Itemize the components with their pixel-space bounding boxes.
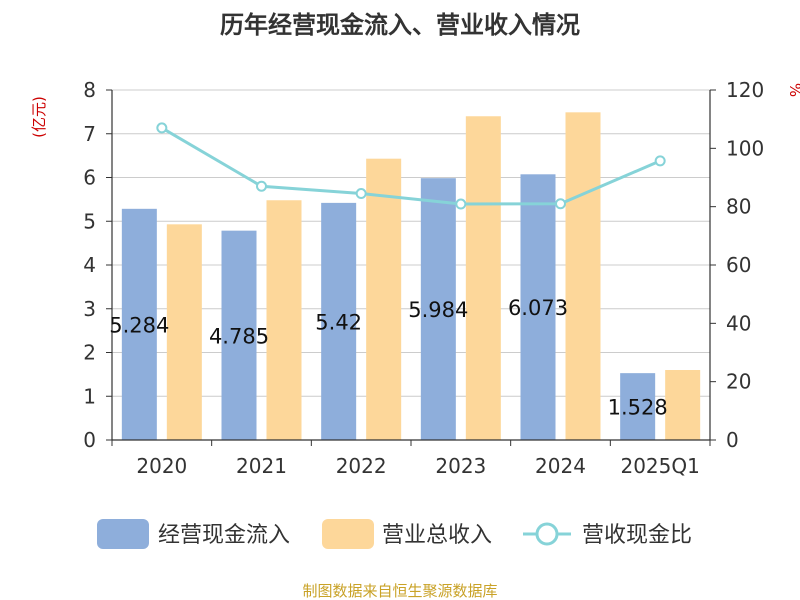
left-tick-label: 1 bbox=[83, 384, 96, 408]
x-tick-label: 2020 bbox=[136, 454, 187, 478]
right-tick-label: 60 bbox=[726, 253, 751, 277]
bar-total-revenue bbox=[166, 224, 202, 440]
right-axis-label: % bbox=[786, 83, 800, 97]
right-tick-label: 20 bbox=[726, 370, 751, 394]
left-tick-label: 6 bbox=[83, 166, 96, 190]
legend-swatch-cash-inflow bbox=[97, 519, 149, 549]
legend-label-ratio: 营收现金比 bbox=[582, 523, 692, 548]
bar-total-revenue bbox=[465, 116, 501, 440]
bar-cash-inflow bbox=[321, 202, 357, 440]
line-point bbox=[355, 188, 367, 200]
data-label-cash-inflow: 5.984 bbox=[408, 298, 468, 322]
x-tick-label: 2024 bbox=[535, 454, 586, 478]
line-revenue-cash-ratio bbox=[161, 126, 661, 206]
right-tick-label: 40 bbox=[726, 311, 751, 335]
legend: 经营现金流入 营业总收入 营收现金比 bbox=[97, 519, 692, 549]
line-point bbox=[156, 122, 168, 134]
bar-cash-inflow bbox=[620, 373, 656, 440]
data-label-cash-inflow: 5.284 bbox=[109, 313, 169, 337]
left-tick-label: 2 bbox=[83, 341, 96, 365]
bar-cash-inflow bbox=[520, 174, 556, 440]
bar-total-revenue bbox=[266, 200, 302, 440]
left-tick-label: 8 bbox=[83, 78, 96, 102]
grid-lines bbox=[112, 89, 710, 397]
line-point bbox=[256, 180, 267, 192]
x-tick-label: 2023 bbox=[435, 454, 486, 478]
legend-marker-ratio bbox=[535, 522, 559, 546]
x-tick-label: 2022 bbox=[336, 454, 387, 478]
line-point bbox=[654, 155, 666, 167]
bar-cash-inflow bbox=[221, 230, 257, 440]
bar-cash-inflow bbox=[420, 178, 456, 440]
data-label-cash-inflow: 4.785 bbox=[209, 324, 269, 348]
bar-cash-inflow bbox=[121, 208, 157, 440]
legend-label-cash-inflow: 经营现金流入 bbox=[158, 523, 290, 548]
right-tick-label: 100 bbox=[726, 136, 764, 160]
bar-total-revenue bbox=[565, 112, 601, 440]
right-tick-label: 0 bbox=[726, 428, 739, 452]
left-tick-label: 3 bbox=[83, 297, 96, 321]
left-tick-label: 5 bbox=[83, 209, 96, 233]
source-note: 制图数据来自恒生聚源数据库 bbox=[302, 582, 497, 600]
data-label-layer: 5.284 4.785 5.42 5.984 6.073 1.528 bbox=[109, 296, 667, 419]
left-axis-label: (亿元) bbox=[30, 96, 48, 138]
right-tick-label: 80 bbox=[726, 195, 751, 219]
bar-total-revenue bbox=[665, 370, 701, 440]
x-tick-label: 2025Q1 bbox=[620, 454, 699, 478]
legend-swatch-total-revenue bbox=[322, 519, 374, 549]
bar-layer bbox=[121, 112, 701, 440]
line-point bbox=[555, 198, 566, 210]
left-tick-label: 7 bbox=[83, 122, 96, 146]
line-layer bbox=[156, 122, 666, 210]
left-tick-label: 0 bbox=[83, 428, 96, 452]
data-label-cash-inflow: 6.073 bbox=[508, 296, 568, 320]
bar-total-revenue bbox=[366, 158, 402, 440]
right-tick-label: 120 bbox=[726, 78, 764, 102]
line-point bbox=[455, 198, 467, 210]
x-tick-label: 2021 bbox=[236, 454, 287, 478]
chart-title: 历年经营现金流入、营业收入情况 bbox=[220, 11, 580, 39]
data-label-cash-inflow: 5.42 bbox=[315, 310, 362, 334]
left-tick-label: 4 bbox=[83, 253, 96, 277]
data-label-cash-inflow: 1.528 bbox=[608, 396, 668, 420]
legend-label-total-revenue: 营业总收入 bbox=[382, 523, 492, 548]
